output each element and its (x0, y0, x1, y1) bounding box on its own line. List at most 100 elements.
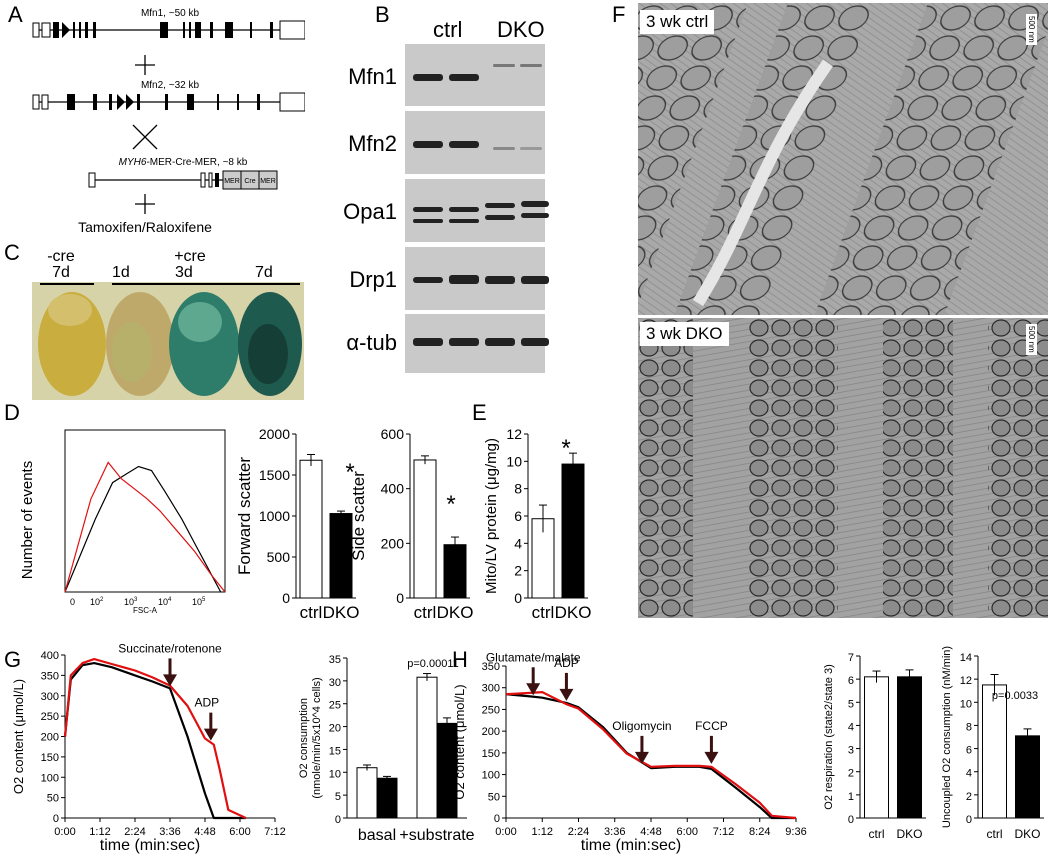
y-tick-label: 4 (848, 721, 854, 733)
y-tick-label: 50 (488, 791, 500, 803)
panel-label-e: E (472, 400, 487, 425)
y-tick-label: 100 (41, 772, 59, 784)
x-tick-label: 3:36 (159, 826, 180, 838)
blot-drp1 (405, 247, 549, 310)
y-tick-label: 35 (329, 654, 341, 666)
svg-text:105: 105 (192, 597, 206, 607)
arrow-label: Glutamate/malate (486, 650, 581, 664)
heart-day-label: 7d (255, 264, 273, 281)
svg-text:MYH6-MER-Cre-MER, ~8 kb: MYH6-MER-Cre-MER, ~8 kb (119, 157, 248, 168)
y-tick-label: 6 (514, 508, 522, 524)
blot-mfn2 (405, 111, 545, 174)
y-tick-label: 0 (848, 814, 854, 826)
arrow-label: Oligomycin (612, 719, 671, 733)
p-value-label: p=0.00011 (407, 658, 459, 670)
mfn2-label: Mfn2, ~32 kb (141, 80, 200, 91)
y-tick-label: 0 (335, 814, 341, 826)
y-tick-label: 14 (960, 652, 972, 664)
histogram-lines (64, 461, 226, 593)
y-tick-label: 2 (514, 563, 522, 579)
histogram-series (64, 465, 222, 593)
arrow-head (634, 751, 649, 764)
em-label-dko: 3 wk DKO (640, 322, 729, 346)
blot-label-mfn2: Mfn2 (348, 131, 397, 156)
p-value-label: p=0.0033 (992, 690, 1038, 702)
x-axis-label: time (min:sec) (581, 837, 681, 854)
x-axis-label: time (min:sec) (100, 837, 200, 854)
em-label-ctrl: 3 wk ctrl (640, 10, 715, 34)
y-tick-label: 15 (329, 745, 341, 757)
arrow-label: ADP (194, 696, 219, 710)
y-tick-label: 0 (494, 813, 500, 825)
y-tick-label: 3 (848, 745, 854, 757)
y-tick-label: 2 (966, 791, 972, 803)
x-tick-label: 0:00 (495, 826, 516, 838)
arrow-label: ADP (554, 656, 579, 670)
x-tick-label: 4:48 (194, 826, 215, 838)
category-label: DKO (437, 603, 474, 622)
y-tick-label: 150 (482, 748, 500, 760)
panel-label-f: F (612, 2, 626, 27)
hearts-photo (32, 282, 304, 400)
y-tick-label: 12 (960, 675, 972, 687)
y-tick-label: 600 (381, 426, 405, 442)
x-tick-label: 6:00 (677, 826, 698, 838)
y-axis-label: (nmole/min/5x10^4 cells) (311, 677, 323, 798)
y-tick-label: 4 (514, 535, 522, 551)
x-tick-label: 7:12 (264, 826, 285, 838)
svg-text:103: 103 (124, 597, 138, 607)
y-tick-label: 1000 (259, 508, 290, 524)
category-label: DKO (1014, 827, 1040, 841)
category-label: ctrl (532, 603, 555, 622)
hist-tick-exp: 2 (100, 597, 104, 603)
mer-box-1: MER (224, 178, 240, 185)
category-label: DKO (555, 603, 592, 622)
y-tick-label: 0 (966, 814, 972, 826)
category-label: ctrl (300, 603, 323, 622)
arrow-label: Succinate/rotenone (118, 641, 222, 655)
y-tick-label: 250 (482, 704, 500, 716)
category-label: ctrl (987, 827, 1003, 841)
arrow-head (559, 688, 574, 701)
panel-label-c: C (4, 240, 20, 265)
y-tick-label: 12 (506, 426, 522, 442)
blot-label-mfn1: Mfn1 (348, 64, 397, 89)
hist-tick: 0 (70, 597, 75, 607)
y-tick-label: 0 (282, 590, 290, 606)
gene-diagram: Mfn1, ~50 kb Mfn2, ~32 kb MYH6-MER-Cre-M… (32, 8, 305, 235)
category-label: DKO (323, 603, 360, 622)
mer-cre-label: -MER-Cre-MER, ~8 kb (146, 157, 247, 168)
y-tick-label: 500 (267, 549, 291, 565)
y-tick-label: 7 (848, 652, 854, 664)
blot-label-opa1: Opa1 (343, 199, 397, 224)
y-tick-label: 5 (335, 791, 341, 803)
hist-tick: 10 (158, 597, 168, 607)
y-tick-label: 2 (848, 768, 854, 780)
blot-opa1 (405, 179, 549, 242)
arrow-label: FCCP (695, 719, 728, 733)
em-image-ctrl (638, 3, 1048, 315)
mer-box-2: MER (260, 178, 276, 185)
panel-label-g: G (4, 647, 22, 672)
mfn1-label: Mfn1, ~50 kb (141, 8, 200, 19)
y-tick-label: 6 (966, 745, 972, 757)
y-tick-label: 200 (41, 732, 59, 744)
y-axis-label: Mito/LV protein (μg/mg) (483, 438, 500, 594)
arrow-head (203, 728, 218, 741)
x-tick-label: 0:00 (54, 826, 75, 838)
x-tick-label: 4:48 (640, 826, 661, 838)
x-tick-label: 1:12 (89, 826, 110, 838)
trace-line (505, 693, 796, 820)
category-label: +substrate (399, 827, 474, 844)
y-axis-label: O2 consumption (298, 698, 310, 778)
scale-bar-dko: 500 nm (1026, 324, 1037, 355)
y-tick-label: 4 (966, 768, 972, 780)
hist-tick: 10 (192, 597, 202, 607)
hist-tick: 10 (124, 597, 134, 607)
panel-label-d: D (4, 400, 20, 425)
panel-label-b: B (375, 2, 390, 27)
cre-box: Cre (244, 178, 255, 185)
heart-day-label: 3d (175, 264, 193, 281)
histogram-series (64, 461, 226, 593)
